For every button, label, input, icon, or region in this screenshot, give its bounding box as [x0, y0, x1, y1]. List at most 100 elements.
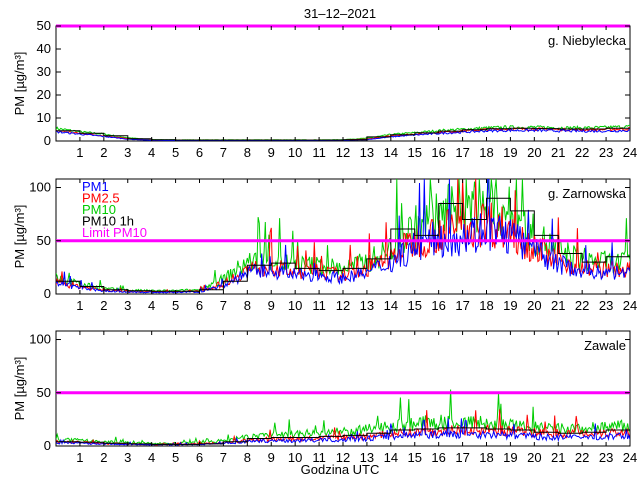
- x-tick-label: 14: [384, 450, 398, 465]
- x-tick-label: 17: [455, 298, 469, 313]
- y-tick-label: 30: [37, 64, 51, 79]
- x-tick-label: 14: [384, 298, 398, 313]
- x-tick-label: 16: [431, 145, 445, 160]
- y-tick-label: 50: [37, 18, 51, 33]
- x-tick-label: 19: [503, 145, 517, 160]
- x-tick-label: 4: [148, 450, 155, 465]
- axes-frame: [55, 25, 631, 142]
- x-tick-label: 12: [336, 145, 350, 160]
- y-tick-label: 100: [29, 332, 51, 347]
- x-tick-label: 24: [623, 298, 637, 313]
- x-tick-label: 11: [312, 450, 326, 465]
- x-tick-label: 3: [124, 450, 131, 465]
- x-tick-label: 20: [527, 145, 541, 160]
- legend-item: Limit PM10: [82, 225, 147, 240]
- x-tick-label: 21: [551, 298, 565, 313]
- x-tick-label: 4: [148, 298, 155, 313]
- y-tick-label: 0: [44, 438, 51, 453]
- x-tick-label: 1: [76, 450, 83, 465]
- x-tick-label: 9: [268, 450, 275, 465]
- x-tick-label: 23: [599, 298, 613, 313]
- y-axis-label: PM [µg/m³]: [12, 52, 27, 116]
- x-tick-label: 9: [268, 145, 275, 160]
- x-tick-label: 23: [599, 145, 613, 160]
- y-tick-label: 40: [37, 41, 51, 56]
- x-tick-label: 10: [288, 298, 302, 313]
- y-tick-label: 0: [44, 133, 51, 148]
- legend-item: PM10: [82, 202, 116, 217]
- panel-2: 1 2 3 4 5 6 7 8 9 10 11 12 13 14 15 16 17 18 19 20 21 22 23 240…: [12, 178, 637, 313]
- x-tick-label: 6: [196, 298, 203, 313]
- x-tick-label: 1: [76, 298, 83, 313]
- x-tick-label: 8: [244, 298, 251, 313]
- x-tick-label: 6: [196, 450, 203, 465]
- x-tick-label: 23: [599, 450, 613, 465]
- station-name: g. Zarnowska: [548, 186, 627, 201]
- y-tick-label: 0: [44, 286, 51, 301]
- x-tick-label: 2: [100, 145, 107, 160]
- x-tick-label: 22: [575, 298, 589, 313]
- x-tick-label: 6: [196, 145, 203, 160]
- x-tick-label: 14: [384, 145, 398, 160]
- x-tick-label: 16: [431, 450, 445, 465]
- chart-panels: 1 2 3 4 5 6 7 8 9 10 11 12 13 14 15 16 17 18 19 20 21 22 23 240…: [12, 18, 637, 465]
- x-tick-label: 16: [431, 298, 445, 313]
- y-axis-label: PM [µg/m³]: [12, 357, 27, 421]
- figure-title: 31–12–2021: [304, 6, 376, 21]
- x-tick-label: 5: [172, 145, 179, 160]
- x-tick-label: 15: [408, 145, 422, 160]
- station-name: Zawale: [584, 338, 626, 353]
- x-tick-label: 3: [124, 298, 131, 313]
- x-tick-label: 15: [408, 298, 422, 313]
- x-tick-label: 22: [575, 145, 589, 160]
- x-tick-label: 18: [479, 450, 493, 465]
- x-tick-label: 18: [479, 145, 493, 160]
- legend-item: PM1: [82, 179, 109, 194]
- x-tick-label: 13: [360, 450, 374, 465]
- station-name: g. Niebylecka: [548, 33, 627, 48]
- x-tick-label: 13: [360, 298, 374, 313]
- x-tick-label: 24: [623, 450, 637, 465]
- x-tick-label: 17: [455, 450, 469, 465]
- x-tick-label: 24: [623, 145, 637, 160]
- x-tick-label: 20: [527, 298, 541, 313]
- series-pm10-1h: [56, 127, 630, 141]
- x-tick-label: 2: [100, 298, 107, 313]
- x-tick-label: 19: [503, 298, 517, 313]
- x-tick-label: 7: [220, 450, 227, 465]
- x-tick-label: 10: [288, 450, 302, 465]
- x-axis-label: Godzina UTC: [301, 462, 380, 477]
- x-tick-label: 21: [551, 450, 565, 465]
- x-tick-label: 2: [100, 450, 107, 465]
- x-tick-label: 15: [408, 450, 422, 465]
- y-tick-label: 20: [37, 87, 51, 102]
- x-tick-label: 20: [527, 450, 541, 465]
- x-tick-label: 13: [360, 145, 374, 160]
- x-tick-label: 10: [288, 145, 302, 160]
- x-tick-label: 8: [244, 450, 251, 465]
- x-tick-label: 17: [455, 145, 469, 160]
- x-tick-label: 7: [220, 145, 227, 160]
- x-tick-label: 4: [148, 145, 155, 160]
- y-axis-label: PM [µg/m³]: [12, 205, 27, 269]
- x-tick-label: 12: [336, 450, 350, 465]
- x-tick-label: 7: [220, 298, 227, 313]
- x-tick-label: 21: [551, 145, 565, 160]
- x-tick-label: 22: [575, 450, 589, 465]
- y-tick-label: 50: [37, 385, 51, 400]
- x-tick-label: 3: [124, 145, 131, 160]
- x-tick-label: 5: [172, 298, 179, 313]
- x-tick-label: 19: [503, 450, 517, 465]
- x-tick-label: 11: [312, 298, 326, 313]
- x-tick-label: 8: [244, 145, 251, 160]
- y-tick-label: 50: [37, 233, 51, 248]
- x-tick-label: 1: [76, 145, 83, 160]
- x-tick-label: 12: [336, 298, 350, 313]
- y-tick-label: 10: [37, 110, 51, 125]
- panel-3: 1 2 3 4 5 6 7 8 9 10 11 12 13 14 15 16 17 18 19 20 21 22 23 240…: [12, 330, 637, 465]
- legend-item: PM2.5: [82, 191, 120, 206]
- y-tick-label: 100: [29, 180, 51, 195]
- x-tick-label: 18: [479, 298, 493, 313]
